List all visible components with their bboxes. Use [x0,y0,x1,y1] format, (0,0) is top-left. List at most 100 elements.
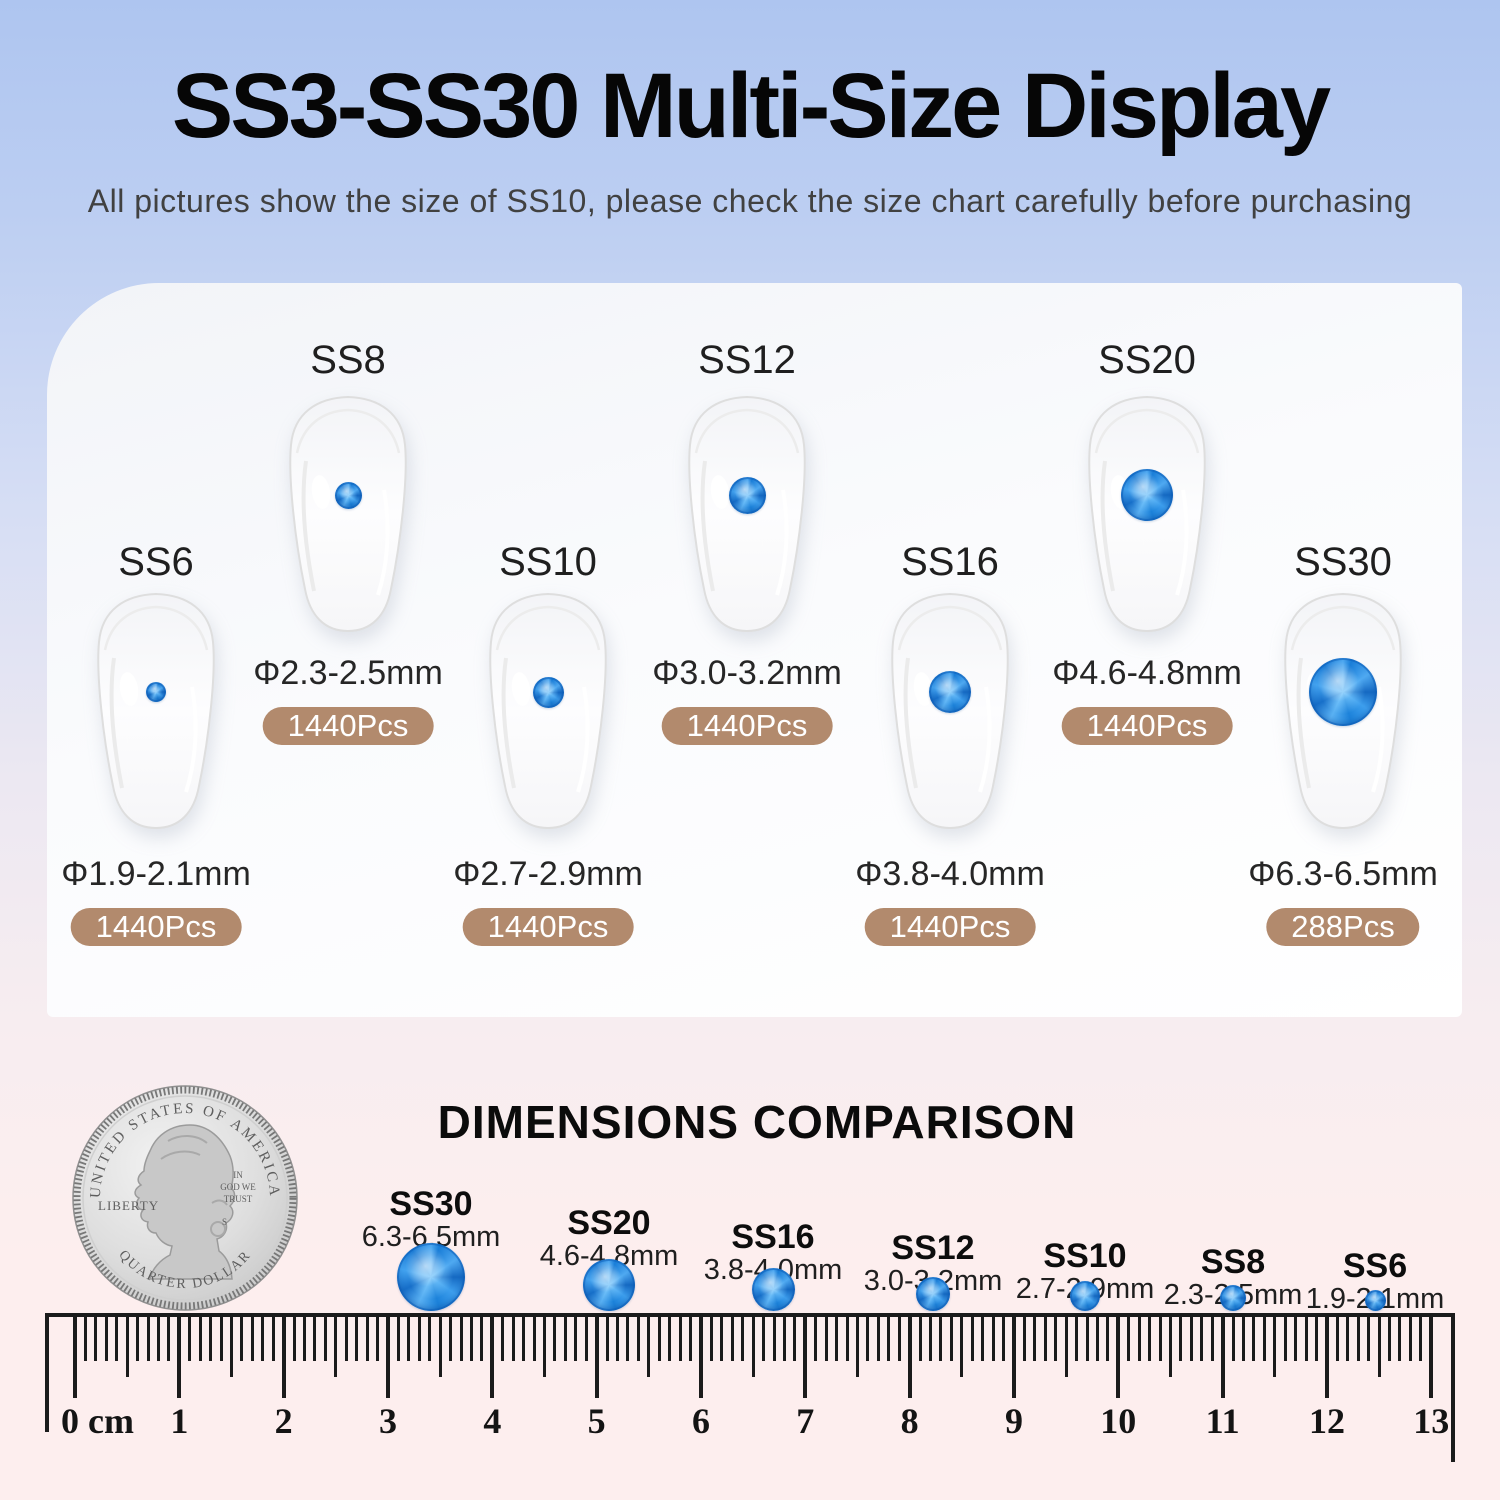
ruler-tick [1179,1313,1183,1361]
ruler-tick [229,1313,233,1377]
ruler-tick [949,1313,953,1361]
ruler-tick [553,1313,557,1361]
ruler-tick [428,1313,432,1361]
ruler-tick [73,1313,77,1398]
size-label-SS12: SS12 [698,338,796,382]
bust-hair-detail [160,1135,228,1206]
count-badge-SS10: 1440Pcs [462,908,634,946]
ruler-tick [1241,1313,1245,1361]
ruler-tick [741,1313,745,1361]
diameter-label-SS30: Φ6.3-6.5mm [1248,855,1438,893]
ruler-tick [219,1313,223,1361]
ruler-tick [626,1313,630,1361]
ruler-tick [511,1313,515,1361]
ruler-tick [344,1313,348,1361]
nail-tip-SS8 [281,395,415,633]
count-badge-SS12: 1440Pcs [661,707,833,745]
comparison-name-SS8: SS8 [1200,1243,1266,1281]
ruler-tick [1043,1313,1047,1361]
comparison-dot-SS20 [583,1259,635,1311]
ruler-tick [167,1313,171,1361]
size-label-SS6: SS6 [118,540,194,584]
ruler-tick [730,1313,734,1361]
comparison-dot-SS8 [1220,1285,1246,1311]
ruler-tick [1262,1313,1266,1361]
ruler-tick [1054,1313,1058,1361]
ruler-tick [751,1313,755,1377]
ruler-tick [1377,1313,1381,1377]
comparison-name-SS16: SS16 [731,1218,815,1256]
ruler-number-13: 13 [1413,1401,1450,1441]
nail-tip-SS12 [680,395,814,633]
ruler-tick [407,1313,411,1361]
page-title: SS3-SS30 Multi-Size Display [171,55,1331,157]
ruler-tick [866,1313,870,1361]
diameter-label-SS8: Φ2.3-2.5mm [253,654,443,692]
ruler-tick [1294,1313,1298,1361]
ruler-tick [1106,1313,1110,1361]
ruler-tick [1064,1313,1068,1377]
ruler-tick [1324,1313,1329,1398]
ruler-tick [240,1313,244,1361]
rhinestone-SS20 [1121,469,1173,521]
ruler-tick [209,1313,213,1361]
diameter-label-SS6: Φ1.9-2.1mm [61,855,251,893]
ruler-tick [156,1313,160,1361]
rhinestone-SS6 [146,682,166,702]
comparison-title: DIMENSIONS COMPARISON [437,1096,1077,1148]
ruler-tick [1335,1313,1339,1361]
ruler-tick [616,1313,620,1361]
ruler-number-8: 8 [900,1401,919,1441]
rhinestone-SS12 [728,476,766,514]
count-badge-SS16: 1440Pcs [864,908,1036,946]
count-badge-SS6: 1440Pcs [70,908,242,946]
ruler-tick [1148,1313,1152,1361]
ruler-tick [532,1313,536,1361]
ruler-tick [636,1313,640,1361]
ruler-tick [355,1313,359,1361]
ruler-tick [292,1313,296,1361]
comparison-name-SS10: SS10 [1043,1237,1127,1275]
washington-bust [134,1124,236,1280]
ruler-tick [1158,1313,1162,1361]
ruler-tick [1273,1313,1277,1377]
ruler-number-12: 12 [1308,1401,1345,1441]
ruler-tick [594,1313,599,1398]
ruler-tick [1398,1313,1402,1361]
page-subtitle: All pictures show the size of SS10, plea… [87,183,1413,219]
ruler-tick [261,1313,265,1361]
count-badge-SS8: 1440Pcs [262,707,434,745]
ruler-tick [845,1313,849,1361]
comparison-name-SS20: SS20 [567,1204,651,1242]
ruler-tick [1252,1313,1256,1361]
ruler-tick [94,1313,98,1361]
size-label-SS16: SS16 [901,540,999,584]
ruler-tick [1356,1313,1360,1361]
coin-liberty-text: LIBERTY [98,1198,159,1213]
ruler-tick [365,1313,369,1361]
size-label-SS8: SS8 [310,338,386,382]
ruler-tick [970,1313,974,1361]
rhinestone-SS10 [532,676,564,708]
ruler-tick [271,1313,275,1361]
ruler-number-11: 11 [1205,1401,1240,1441]
ruler-tick [417,1313,421,1361]
ruler-tick [334,1313,338,1377]
ruler-tick [542,1313,546,1377]
ruler-tick [939,1313,943,1361]
bust-queue-curl [210,1221,226,1237]
ruler-tick [104,1313,108,1361]
ruler-tick [136,1313,140,1361]
ruler-tick [323,1313,327,1361]
ruler-tick [720,1313,724,1361]
ruler-tick [855,1313,859,1377]
ruler-tick [313,1313,317,1361]
ruler-tick [1283,1313,1287,1361]
hero-card [47,283,1462,1017]
ruler-number-0: 0 cm [61,1401,134,1441]
ruler-tick [574,1313,578,1361]
comparison-dot-SS16 [751,1268,795,1311]
coin-mint-mark: S [222,1217,227,1227]
ruler-tick [490,1313,495,1398]
ruler-tick [1075,1313,1079,1361]
